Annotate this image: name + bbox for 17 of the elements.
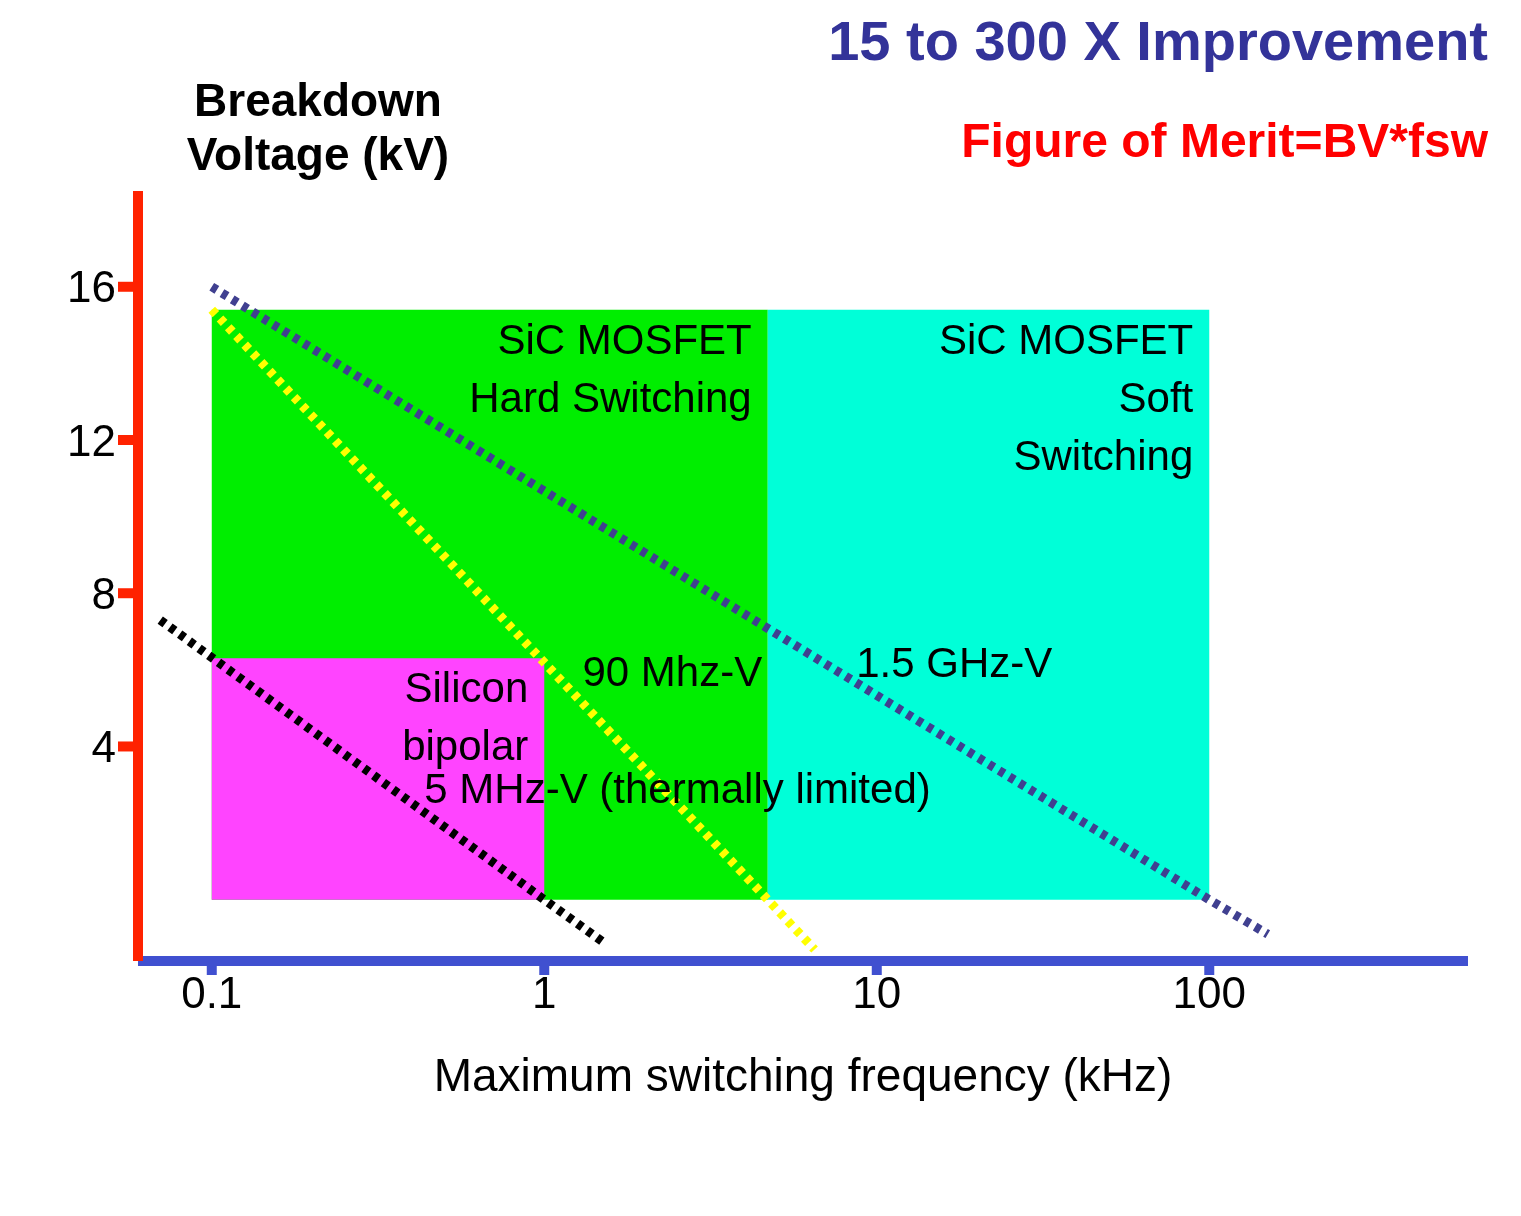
x-tick-label: 100 [1172,968,1246,1018]
series-label: 1.5 GHz-V [856,639,1053,687]
y-axis-title: Breakdown Voltage (kV) [185,73,451,181]
x-axis-title: Maximum switching frequency (kHz) [433,1049,1173,1101]
y-tick-label: 8 [91,568,116,618]
x-tick-label: 0.1 [181,968,243,1018]
series-label: SiC MOSFET Hard Switching [469,316,752,422]
series-label: Silicon bipolar [402,664,529,770]
chart-subtitle: Figure of Merit=BV*fsw [961,113,1489,168]
series-label: SiC MOSFET Soft Switching [938,316,1194,480]
chart-title: 15 to 300 X Improvement [827,8,1489,73]
y-tick-label: 12 [67,415,116,465]
y-tick-label: 4 [91,722,116,772]
y-tick-label: 16 [67,262,116,312]
x-tick-label: 1 [532,968,557,1018]
x-tick-label: 10 [852,968,902,1018]
series-label: 90 Mhz-V [582,647,763,695]
